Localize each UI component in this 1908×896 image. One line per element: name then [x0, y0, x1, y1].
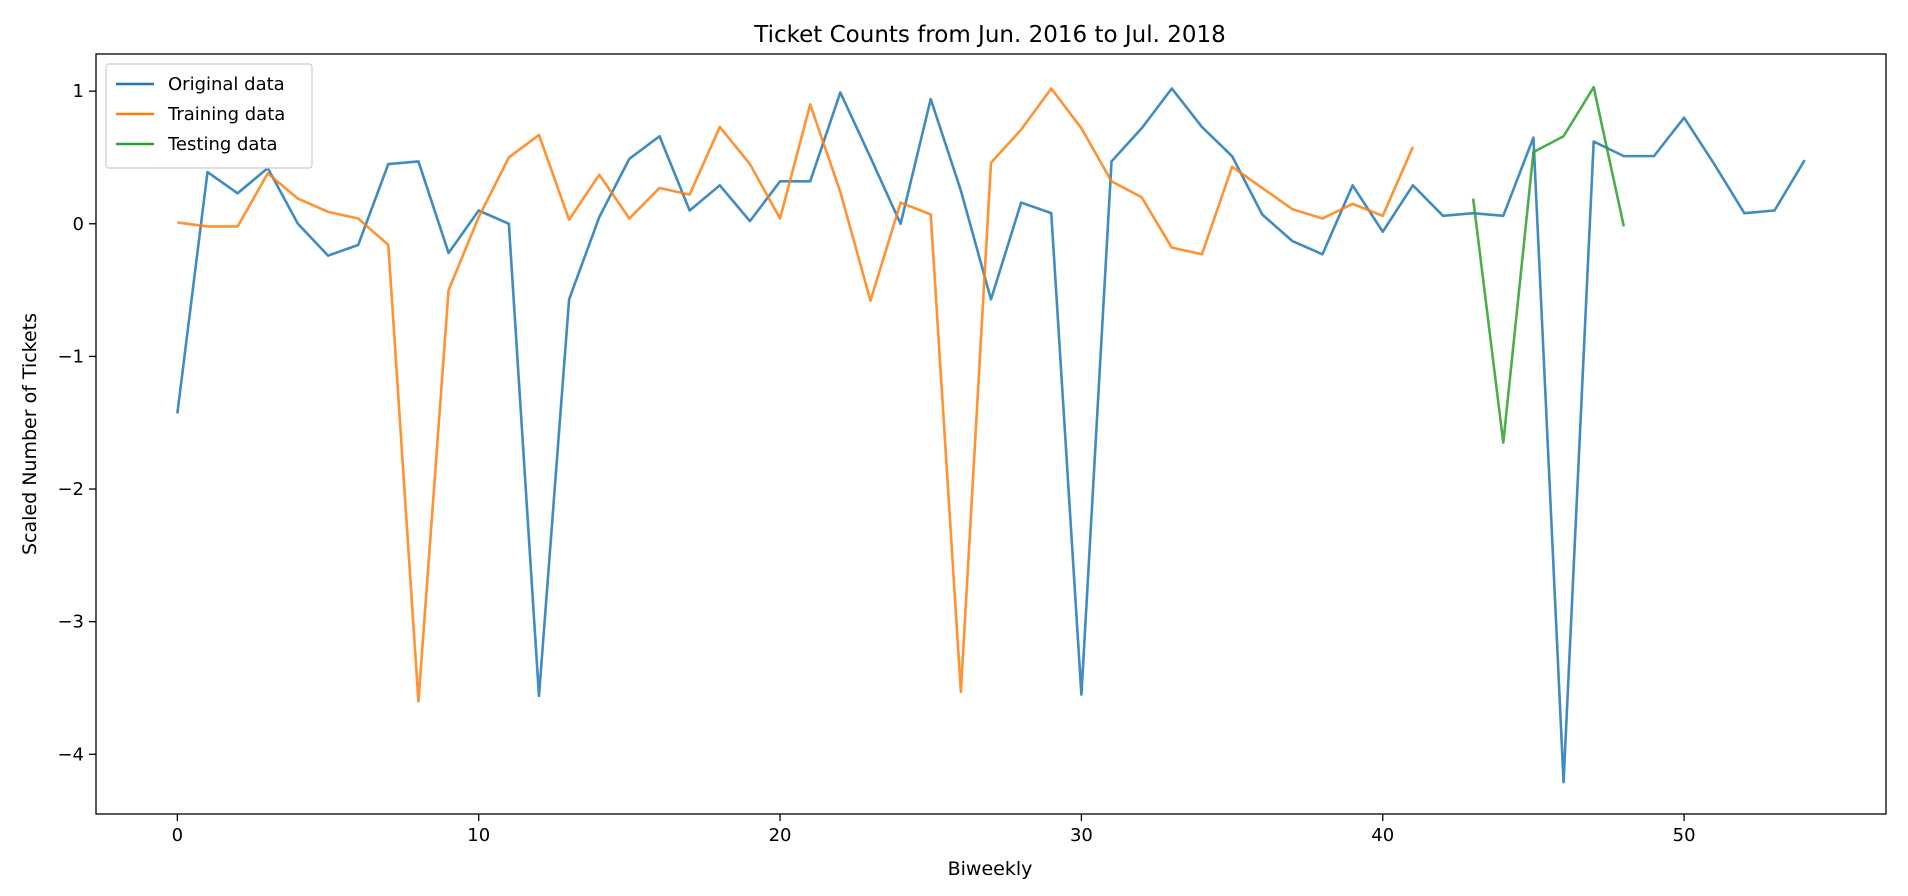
- y-tick-label: −2: [57, 479, 84, 500]
- series-line-2: [177, 87, 1415, 703]
- legend-box: [105, 63, 313, 169]
- y-tick-label: −3: [57, 612, 84, 633]
- x-tick-label: 40: [1371, 825, 1394, 846]
- series-layer: [176, 85, 1806, 784]
- y-axis: 1 0 −1 −2 −3 −4: [57, 81, 96, 765]
- y-axis-label: Scaled Number of Tickets: [19, 313, 41, 555]
- x-tick-label: 10: [467, 825, 490, 846]
- y-tick-label: 1: [73, 81, 84, 102]
- chart-title: Ticket Counts from Jun. 2016 to Jul. 201…: [753, 22, 1226, 48]
- x-tick-label: 30: [1070, 825, 1093, 846]
- x-tick-label: 0: [172, 825, 183, 846]
- legend-label-3: Testing data: [167, 134, 278, 155]
- x-axis-label: Biweekly: [948, 858, 1033, 880]
- legend-label-2: Training data: [167, 104, 285, 125]
- plot-area-frame: [95, 53, 1887, 815]
- y-tick-label: −1: [57, 346, 84, 367]
- series-line-3: [1471, 85, 1626, 444]
- x-tick-label: 20: [769, 825, 792, 846]
- x-tick-label: 50: [1673, 825, 1696, 846]
- x-axis: 0 10 20 30 40 50: [172, 814, 1696, 846]
- y-tick-label: −4: [57, 744, 84, 765]
- legend: Original data Training data Testing data: [105, 63, 313, 169]
- y-tick-label: 0: [73, 214, 84, 235]
- series-line-1: [176, 87, 1806, 784]
- legend-label-1: Original data: [168, 74, 285, 95]
